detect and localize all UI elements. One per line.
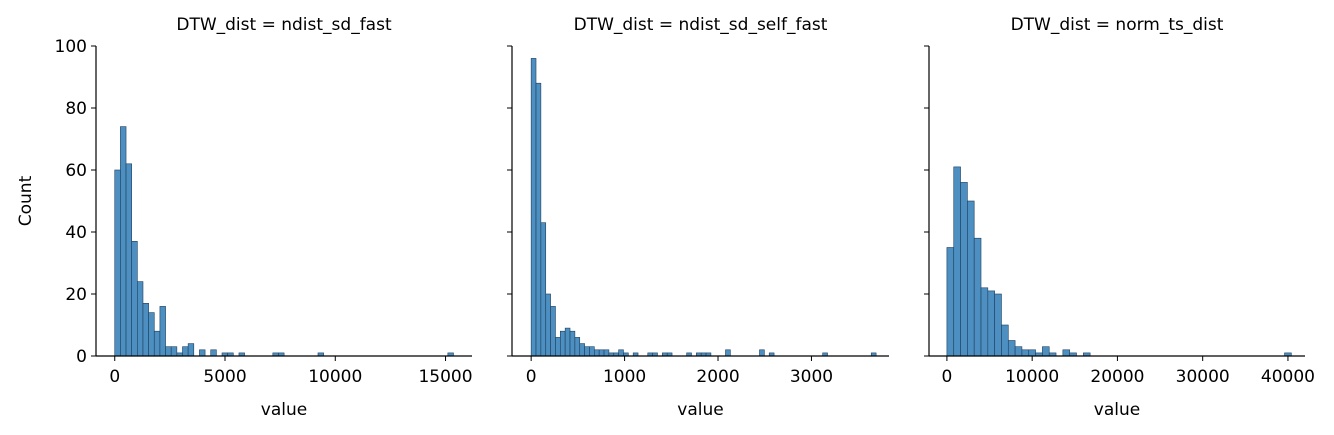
histogram-bar	[540, 222, 547, 357]
histogram-bar	[159, 306, 166, 357]
histogram-bar	[579, 343, 585, 357]
histogram-bar	[1042, 346, 1050, 357]
histogram-bar	[559, 330, 566, 357]
x-tick-label: 40000	[1261, 367, 1315, 387]
x-axis-label: value	[261, 400, 307, 420]
histogram-bar	[555, 337, 561, 357]
histogram-bar	[603, 349, 610, 357]
histogram-bar	[973, 237, 982, 357]
histogram-bar	[535, 82, 542, 357]
histogram-bar	[148, 312, 155, 357]
facet-title: DTW_dist = ndist_sd_self_fast	[574, 15, 828, 35]
histogram-bar	[137, 281, 144, 357]
histogram-bar	[759, 349, 765, 357]
histogram-bar	[564, 327, 571, 357]
histogram-bar	[967, 200, 975, 357]
x-axis-label: value	[677, 400, 723, 420]
histogram-bar	[994, 293, 1002, 357]
x-tick-label: 15000	[418, 367, 472, 387]
x-tick-label: 0	[526, 367, 537, 387]
y-tick-label: 20	[65, 285, 87, 305]
histogram-bar	[598, 349, 605, 357]
histogram-bar	[953, 166, 961, 357]
x-tick-label: 10000	[308, 367, 362, 387]
histogram-bar	[946, 247, 955, 357]
y-tick-label: 40	[65, 223, 87, 243]
x-tick-label: 20000	[1090, 367, 1144, 387]
x-tick-label: 30000	[1176, 367, 1230, 387]
histogram-bar	[725, 349, 731, 357]
histogram-bar	[131, 241, 138, 357]
x-tick-label: 0	[941, 367, 952, 387]
y-axis-label: Count	[16, 175, 36, 226]
histogram-bar	[987, 290, 995, 357]
histogram-bar	[210, 349, 217, 357]
histogram-bar	[618, 349, 624, 357]
histogram-bar	[980, 287, 989, 357]
y-tick-label: 60	[65, 161, 87, 181]
histogram-bar	[1062, 349, 1070, 357]
y-tick-label: 100	[55, 37, 87, 57]
histogram-bar	[960, 182, 968, 357]
x-tick-label: 0	[109, 367, 120, 387]
histogram-bar	[1028, 349, 1036, 357]
histogram-bar	[574, 337, 581, 357]
x-axis-label: value	[1094, 400, 1140, 420]
y-tick-label: 0	[76, 347, 87, 367]
y-tick-label: 80	[65, 99, 87, 119]
histogram-bar	[594, 349, 600, 357]
histogram-bar	[1007, 340, 1016, 357]
histogram-bar	[170, 346, 178, 357]
histogram-bar	[165, 346, 172, 357]
facet-panel-1: 0 20 40 60 80 100 0 5000 10000 15000 DTW_dist = nd…	[16, 15, 473, 420]
histogram-bar	[153, 330, 161, 357]
histogram-bar	[569, 330, 576, 357]
facet-title: DTW_dist = norm_ts_dist	[1011, 15, 1224, 35]
facet-panel-3: 0 10000 20000 30000 40000 DTW_dist = norm_ts_…	[924, 15, 1315, 420]
histogram-bar	[120, 126, 127, 357]
histogram-bar	[187, 343, 195, 357]
x-tick-label: 2000	[696, 367, 739, 387]
histogram-bar	[545, 293, 551, 357]
x-tick-label: 3000	[790, 367, 833, 387]
facet-panel-2: 0 1000 2000 3000 DTW_dist = ndist_sd_self_fa…	[507, 15, 889, 420]
histogram-bar	[125, 163, 132, 357]
histogram-bar	[550, 306, 556, 357]
histogram-bar	[1021, 349, 1030, 357]
histogram-bar	[589, 346, 595, 357]
histogram-bar	[584, 346, 590, 357]
histogram-bar	[182, 346, 189, 357]
histogram-bars	[530, 58, 877, 357]
histogram-bar	[530, 58, 537, 357]
histogram-bar	[1001, 324, 1009, 357]
histogram-bar	[114, 169, 121, 357]
histogram-bar	[1014, 346, 1023, 357]
x-tick-label: 1000	[603, 367, 646, 387]
histogram-bar	[199, 349, 206, 357]
histogram-bar	[142, 302, 149, 357]
x-tick-label: 10000	[1005, 367, 1059, 387]
facet-title: DTW_dist = ndist_sd_fast	[176, 15, 392, 35]
x-tick-label: 5000	[203, 367, 246, 387]
